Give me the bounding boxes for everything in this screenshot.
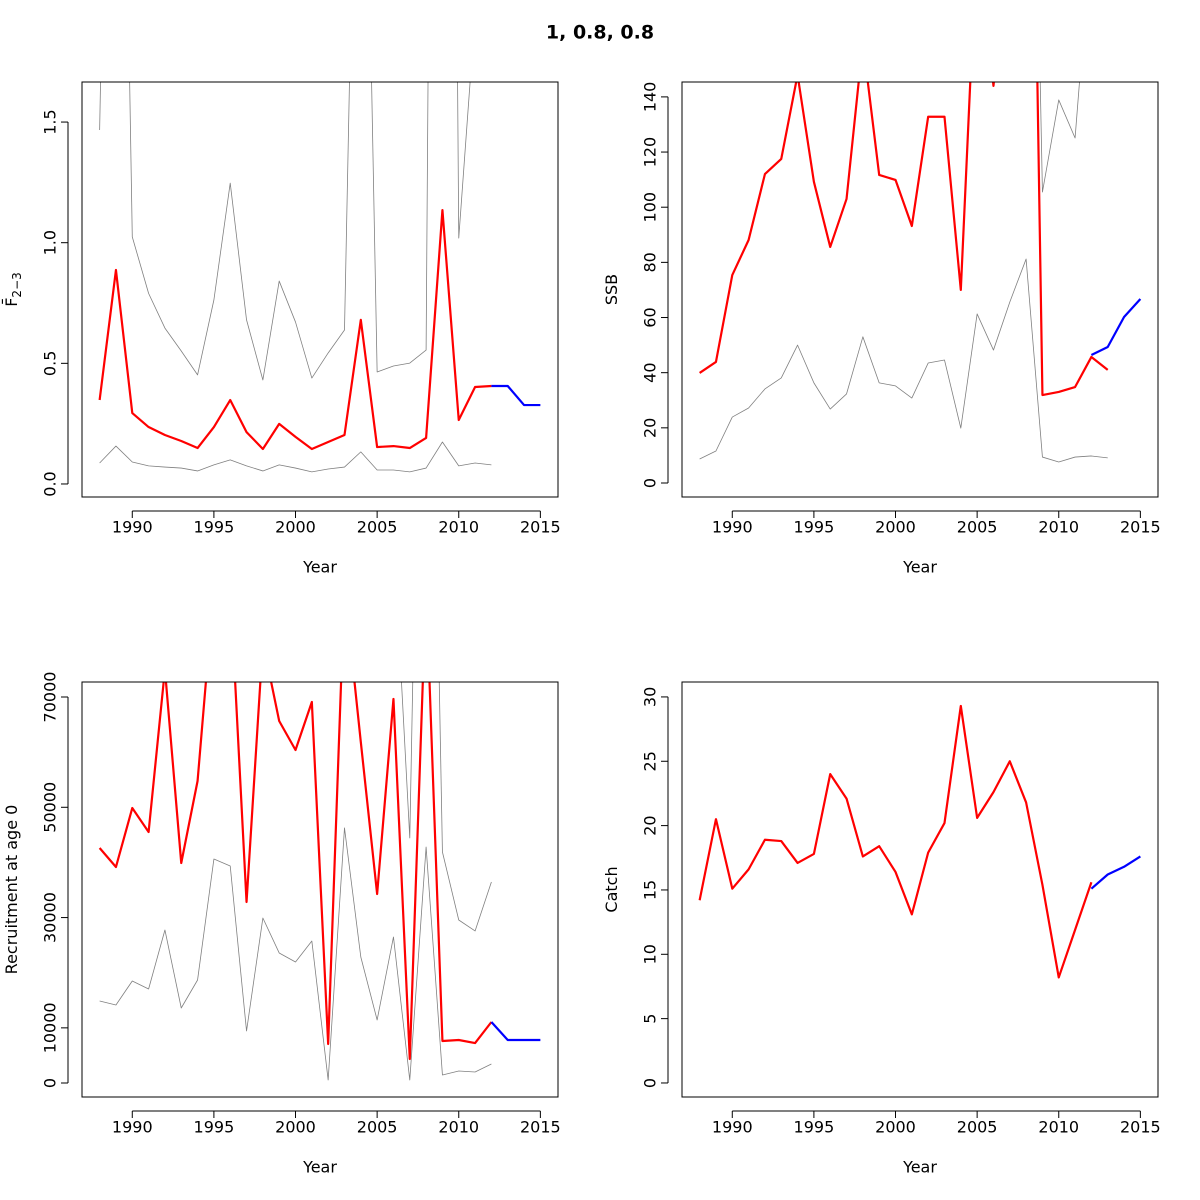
series-group (98, 682, 541, 1081)
x-axis-label: Year (302, 558, 337, 577)
x-tick-label: 2005 (957, 518, 998, 537)
series-line (699, 258, 1108, 463)
panel: 1990 1995 2000 2005 2010 2015 Year 0 20 40 60 80 100… (602, 81, 1161, 577)
y-tick-label: 1.5 (41, 109, 60, 134)
series-group (98, 82, 541, 473)
y-tick-label: 140 (641, 82, 660, 113)
series-line (98, 682, 493, 1061)
y-tick-label: 0 (41, 1078, 60, 1088)
x-tick-label: 2000 (275, 1118, 316, 1137)
y-tick-label: 0.5 (41, 351, 60, 376)
figure-title: 1, 0.8, 0.8 (546, 22, 654, 44)
y-axis-label-subscript: 2−3 (10, 272, 24, 297)
y-axis-label-main: Recruitment at age 0 (2, 805, 21, 975)
x-axis-label: Year (302, 1158, 337, 1177)
series-line (490, 1021, 541, 1042)
y-tick-label: 0.0 (41, 471, 60, 496)
series-line (98, 209, 492, 451)
x-tick-label: 1990 (112, 1118, 153, 1137)
y-tick-label: 120 (641, 137, 660, 168)
series-line (1039, 82, 1080, 193)
panel: 1990 1995 2000 2005 2010 2015 Year 0 5 10 15 20 25 30… (602, 681, 1161, 1177)
x-tick-label: 1995 (194, 518, 235, 537)
panel: 1990 1995 2000 2005 2010 2015 Year 0.0 0.5 1.0 1.5… (2, 81, 561, 577)
plot-frame (81, 81, 559, 498)
x-tick-label: 2010 (1038, 1118, 1079, 1137)
panel: 1990 1995 2000 2005 2010 2015 Year 0 10000 30000 5… (2, 672, 561, 1177)
x-tick-label: 2015 (1120, 518, 1161, 537)
y-tick-label: 15 (641, 880, 660, 900)
x-tick-label: 2000 (875, 1118, 916, 1137)
x-tick-label: 2015 (520, 518, 561, 537)
x-tick-label: 2015 (520, 1118, 561, 1137)
y-tick-label: 20 (641, 418, 660, 438)
x-tick-label: 1995 (194, 1118, 235, 1137)
y-tick-label: 30000 (41, 892, 60, 943)
x-tick-label: 2010 (438, 518, 479, 537)
x-tick-label: 2015 (1120, 1118, 1161, 1137)
x-tick-label: 2005 (957, 1118, 998, 1137)
y-axis-label: Recruitment at age 0 (2, 805, 21, 975)
plot-frame (81, 681, 559, 1098)
y-tick-label: 70000 (41, 672, 60, 723)
y-tick-label: 25 (641, 751, 660, 771)
y-tick-label: 10 (641, 944, 660, 964)
y-tick-label: 50000 (41, 782, 60, 833)
series-group (698, 704, 1141, 979)
y-axis-label-main: SSB (602, 274, 621, 305)
y-tick-label: 5 (641, 1014, 660, 1024)
x-tick-label: 2010 (438, 1118, 479, 1137)
y-axis-label: Catch (602, 866, 621, 912)
y-axis-label: F̄2−3 (2, 272, 24, 307)
series-line (491, 384, 541, 407)
y-tick-label: 10000 (41, 1002, 60, 1053)
series-line (1090, 298, 1142, 357)
series-line (698, 704, 1093, 979)
y-axis-label-main: F̄ (2, 298, 21, 307)
series-line (99, 441, 492, 473)
y-tick-label: 30 (641, 687, 660, 707)
x-tick-label: 1995 (794, 518, 835, 537)
y-tick-label: 20 (641, 815, 660, 835)
x-tick-label: 1995 (794, 1118, 835, 1137)
x-tick-label: 1990 (712, 518, 753, 537)
x-tick-label: 2000 (875, 518, 916, 537)
y-tick-label: 0 (641, 1078, 660, 1088)
series-line (699, 82, 1109, 397)
x-axis-label: Year (902, 1158, 937, 1177)
y-tick-label: 40 (641, 362, 660, 382)
series-group (699, 82, 1142, 463)
x-axis-label: Year (902, 558, 937, 577)
plot-frame (681, 681, 1159, 1098)
y-tick-label: 80 (641, 252, 660, 272)
x-tick-label: 2000 (275, 518, 316, 537)
y-tick-label: 1.0 (41, 230, 60, 255)
x-tick-label: 1990 (112, 518, 153, 537)
plot-frame (681, 81, 1159, 498)
series-line (1090, 855, 1141, 890)
series-line (99, 82, 471, 381)
series-line (99, 827, 492, 1081)
x-tick-label: 2005 (357, 518, 398, 537)
y-tick-label: 60 (641, 307, 660, 327)
y-axis-label: SSB (602, 274, 621, 305)
x-tick-label: 2010 (1038, 518, 1079, 537)
x-tick-label: 1990 (712, 1118, 753, 1137)
x-tick-label: 2005 (357, 1118, 398, 1137)
y-tick-label: 0 (641, 478, 660, 488)
y-axis-label-main: Catch (602, 866, 621, 912)
y-tick-label: 100 (641, 192, 660, 223)
